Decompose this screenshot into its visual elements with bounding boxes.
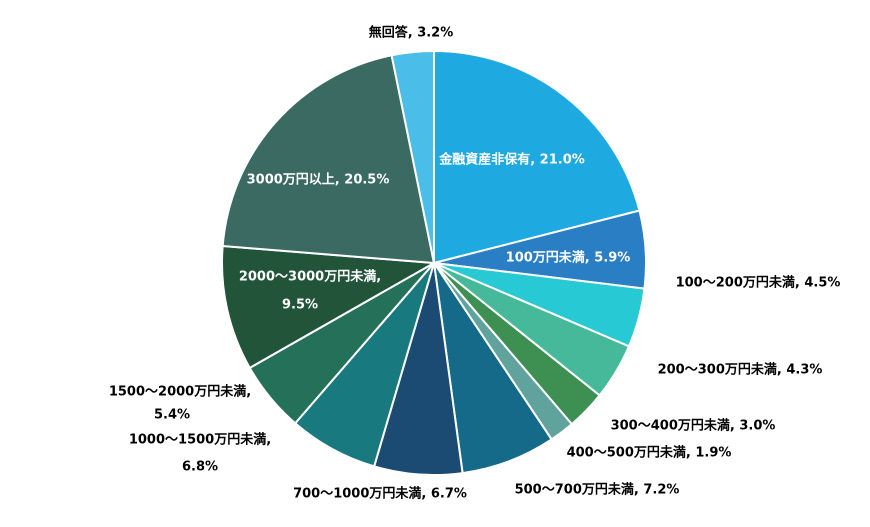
slice-label: 300～400万円未満, 3.0% (611, 418, 776, 434)
slice-label: 700～1000万円未満, 6.7% (293, 486, 467, 502)
pie-slice (390, 49, 435, 264)
slice-label: 3000万円以上, 20.5% (247, 173, 390, 188)
pie-slice (221, 244, 438, 370)
pie-slice (221, 54, 436, 265)
slice-label: 5.4% (154, 408, 190, 423)
slice-label: 1500～2000万円未満, (109, 384, 251, 400)
pie-slice (433, 49, 641, 265)
slice-label: 500～700万円未満, 7.2% (515, 482, 680, 498)
slice-label: 無回答, 3.2% (369, 25, 454, 41)
slice-label: 1000～1500万円未満, (129, 432, 271, 448)
slice-label: 2000～3000万円未満, (239, 269, 381, 285)
slice-label: 金融資産非保有, 21.0% (438, 152, 585, 168)
slice-label: 100～200万円未満, 4.5% (676, 275, 841, 291)
slice-label: 100万円未満, 5.9% (506, 250, 631, 266)
slice-label: 6.8% (182, 460, 218, 475)
slice-label: 200～300万円未満, 4.3% (658, 362, 823, 378)
slice-label: 9.5% (282, 298, 318, 313)
slice-label: 400～500万円未満, 1.9% (567, 445, 732, 461)
